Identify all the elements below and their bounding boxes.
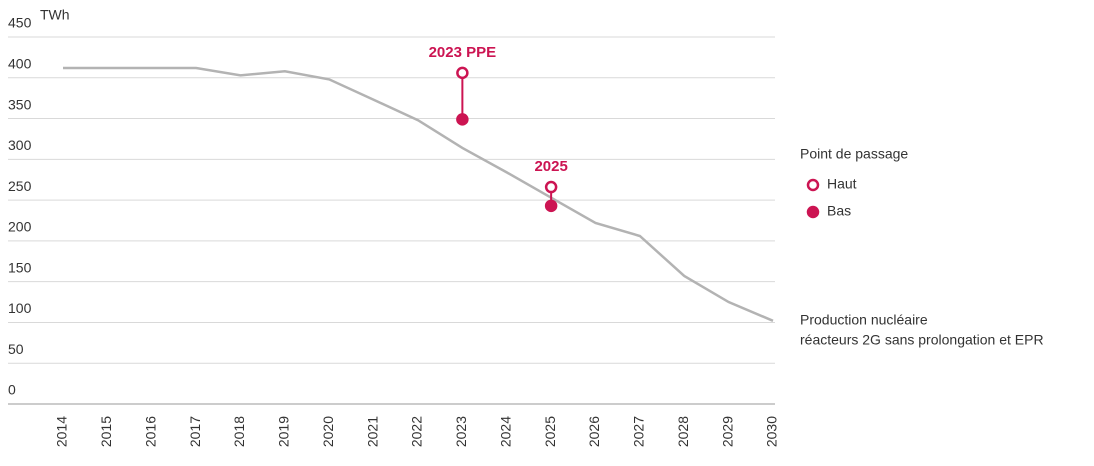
line [63,66,774,322]
x-tick-label: 2021 [364,416,380,447]
point-filled [544,199,558,213]
y-axis-label: TWh [40,7,70,23]
y-tick-label: 350 [8,96,32,112]
point-open [456,66,469,80]
legend-label: Bas [827,203,851,219]
x-tick-label: 2015 [98,416,114,447]
x-tick-label: 2028 [675,416,691,447]
annotation: 2025 [534,158,567,175]
y-tick-label: 250 [8,178,32,194]
y-tick-label: 200 [8,219,32,235]
x-tick-label: 2020 [320,416,336,447]
point-filled [456,113,469,126]
y-tick-label: 100 [8,300,32,316]
x-tick-label: 2023 [453,416,469,447]
x-tick-label: 2030 [764,416,780,447]
legend-label: Haut [827,176,857,192]
legend-marker [806,205,820,219]
line-label: réacteurs 2G sans prolongation et EPR [800,332,1044,348]
x-tick-label: 2022 [409,416,425,447]
x-tick-label: 2016 [142,416,158,447]
y-tick-label: 400 [8,55,32,71]
y-tick-label: 0 [8,382,16,398]
x-tick-label: 2029 [719,416,735,447]
y-tick-label: 300 [8,137,32,153]
legend-title: Point de passage [800,146,908,162]
x-tick-label: 2027 [631,416,647,447]
y-tick-label: 150 [8,259,32,275]
x-tick-label: 2025 [542,416,558,447]
x-tick-label: 2026 [586,416,602,447]
x-tick-label: 2019 [276,416,292,447]
x-tick-label: 2017 [187,416,203,447]
x-tick-label: 2018 [231,416,247,447]
y-tick-label: 450 [8,15,32,31]
legend-marker [806,178,820,192]
annotation: 2023 PPE [429,44,497,61]
y-tick-label: 50 [8,341,24,357]
point-open [544,180,558,194]
x-tick-label: 2014 [54,416,70,447]
line-label: Production nucléaire [800,312,928,328]
x-tick-label: 2024 [497,416,513,447]
